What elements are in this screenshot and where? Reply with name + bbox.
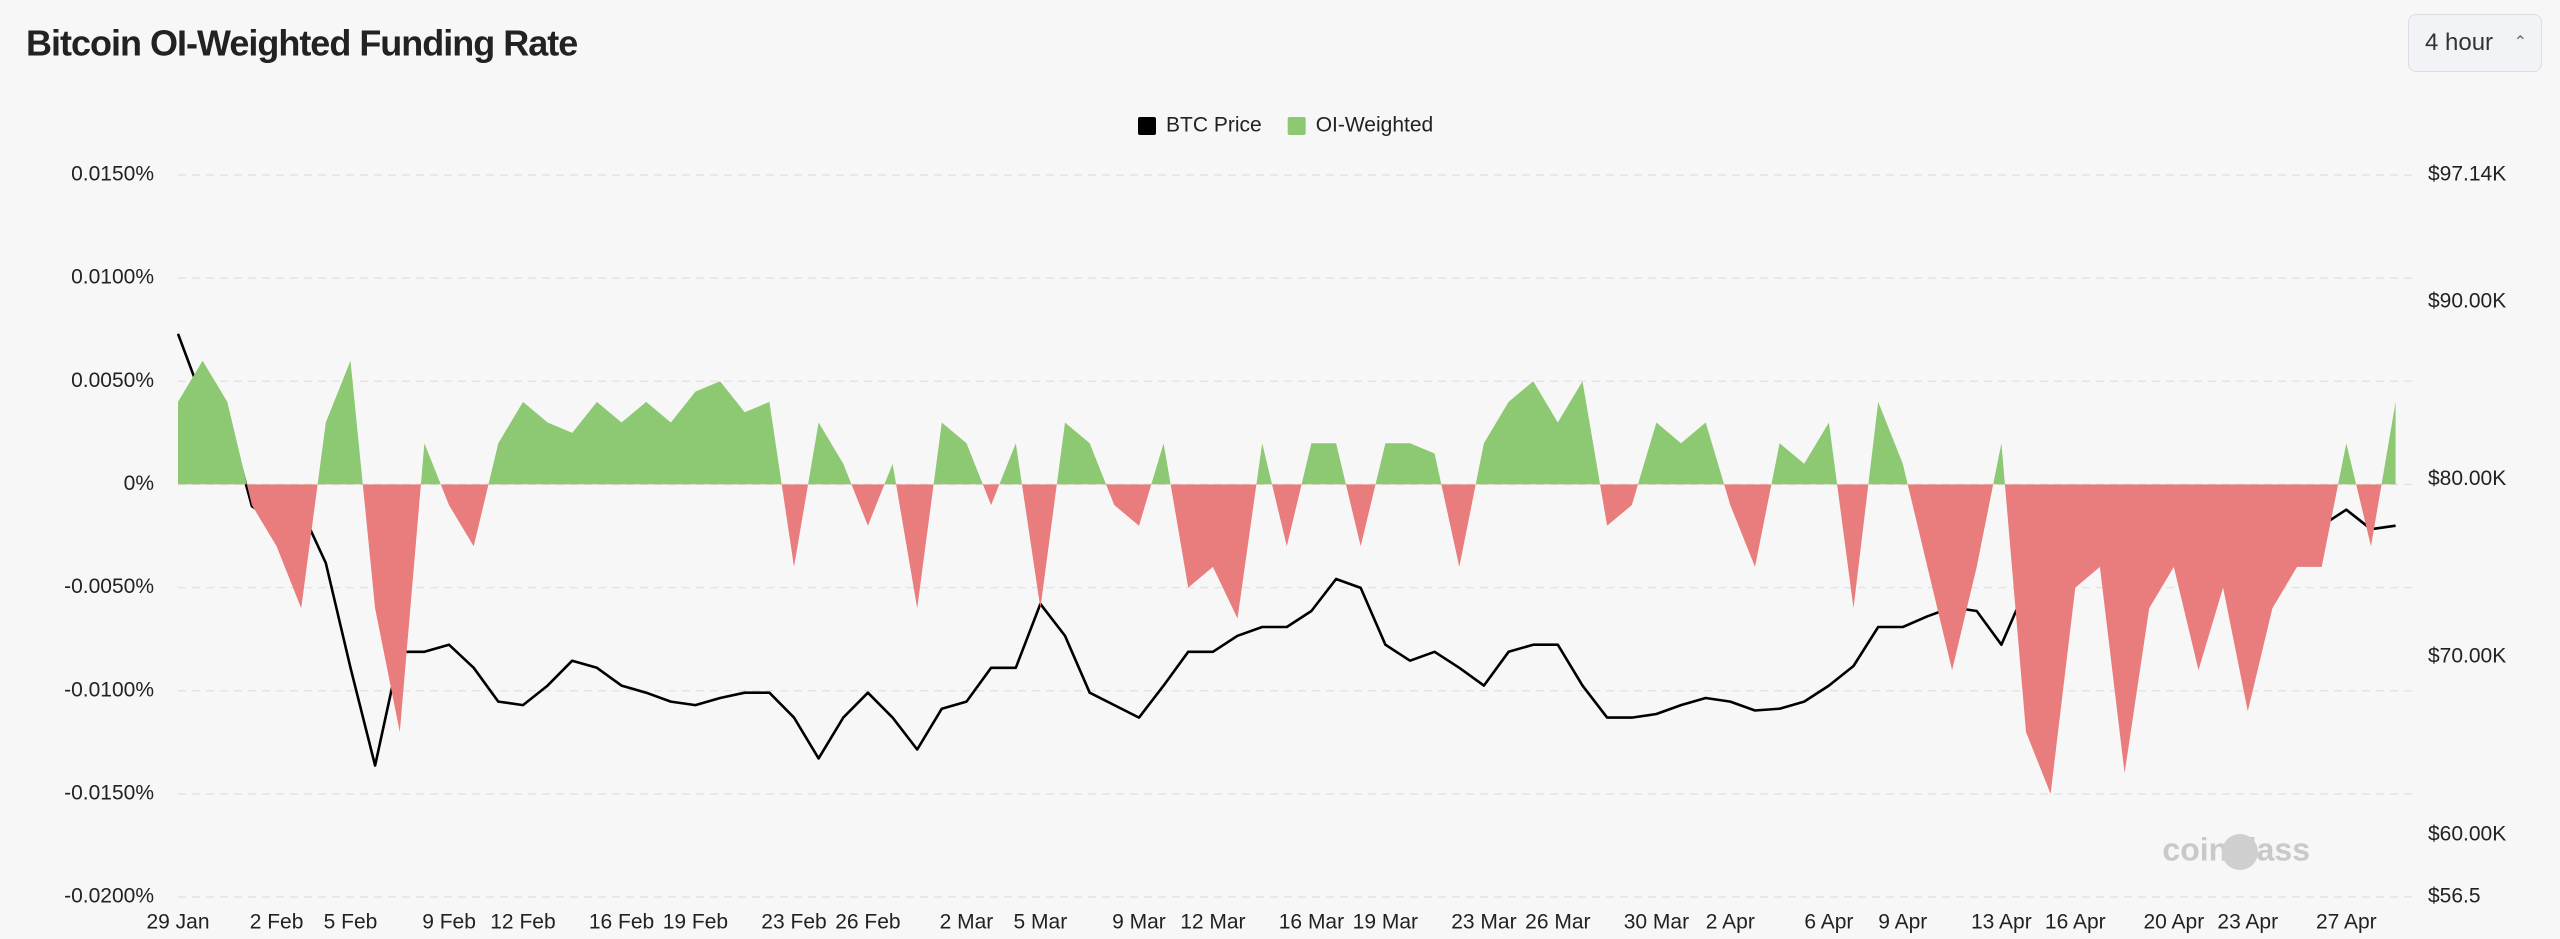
x-tick-label: 16 Apr [2045, 911, 2106, 934]
y2-tick-label: $60.00K [2428, 822, 2506, 845]
x-tick-label: 23 Apr [2217, 911, 2278, 934]
chart-title: Bitcoin OI-Weighted Funding Rate [26, 23, 577, 64]
x-tick-label: 2 Apr [1706, 911, 1755, 934]
x-tick-label: 23 Feb [761, 911, 826, 934]
select-arrow: ⌃ [2513, 34, 2527, 51]
y2-tick-label: $70.00K [2428, 645, 2506, 668]
y2-tick-label: $56.5 [2428, 885, 2481, 908]
x-tick-label: 9 Apr [1878, 911, 1927, 934]
y-tick-label: -0.0050% [64, 575, 154, 598]
y2-tick-label: $90.00K [2428, 289, 2506, 312]
funding-area-positive [178, 360, 2396, 485]
y-tick-label: -0.0200% [64, 885, 154, 908]
x-tick-label: 12 Feb [490, 911, 555, 934]
x-tick-label: 19 Feb [663, 911, 728, 934]
x-tick-label: 16 Feb [589, 911, 654, 934]
y-tick-label: 0.0100% [71, 266, 154, 289]
x-tick-label: 9 Feb [422, 911, 476, 934]
x-tick-label: 30 Mar [1624, 911, 1689, 934]
legend-swatch [1138, 117, 1156, 135]
x-tick-label: 16 Mar [1279, 911, 1344, 934]
x-tick-label: 26 Feb [835, 911, 900, 934]
watermark-logo [2222, 834, 2258, 870]
x-tick-label: 9 Mar [1112, 911, 1166, 934]
x-tick-label: 20 Apr [2143, 911, 2204, 934]
y2-tick-label: $97.14K [2428, 163, 2506, 186]
y-tick-label: -0.0150% [64, 781, 154, 804]
x-tick-label: 5 Feb [324, 911, 378, 934]
y2-tick-label: $80.00K [2428, 467, 2506, 490]
x-tick-label: 19 Mar [1353, 911, 1418, 934]
interval-label: 4 hour [2425, 29, 2494, 56]
legend-label: OI-Weighted [1316, 114, 1434, 137]
x-tick-label: 5 Mar [1014, 911, 1068, 934]
y-tick-label: 0.0050% [71, 369, 154, 392]
y-tick-label: -0.0100% [64, 678, 154, 701]
x-tick-label: 2 Mar [940, 911, 994, 934]
x-tick-label: 6 Apr [1804, 911, 1853, 934]
x-tick-label: 12 Mar [1180, 911, 1245, 934]
y-tick-label: 0.0150% [71, 163, 154, 186]
x-tick-label: 13 Apr [1971, 911, 2032, 934]
x-tick-label: 27 Apr [2316, 911, 2377, 934]
legend-label: BTC Price [1166, 114, 1262, 137]
x-tick-label: 23 Mar [1451, 911, 1516, 934]
interval-select[interactable]: 4 hour ⌃ [2408, 14, 2542, 72]
legend-swatch [1287, 117, 1306, 135]
x-tick-label: 29 Jan [146, 911, 209, 934]
y-tick-label: 0% [124, 472, 154, 495]
x-tick-label: 2 Feb [250, 911, 304, 934]
funding-area-negative [178, 484, 2396, 794]
x-tick-label: 26 Mar [1525, 911, 1590, 934]
